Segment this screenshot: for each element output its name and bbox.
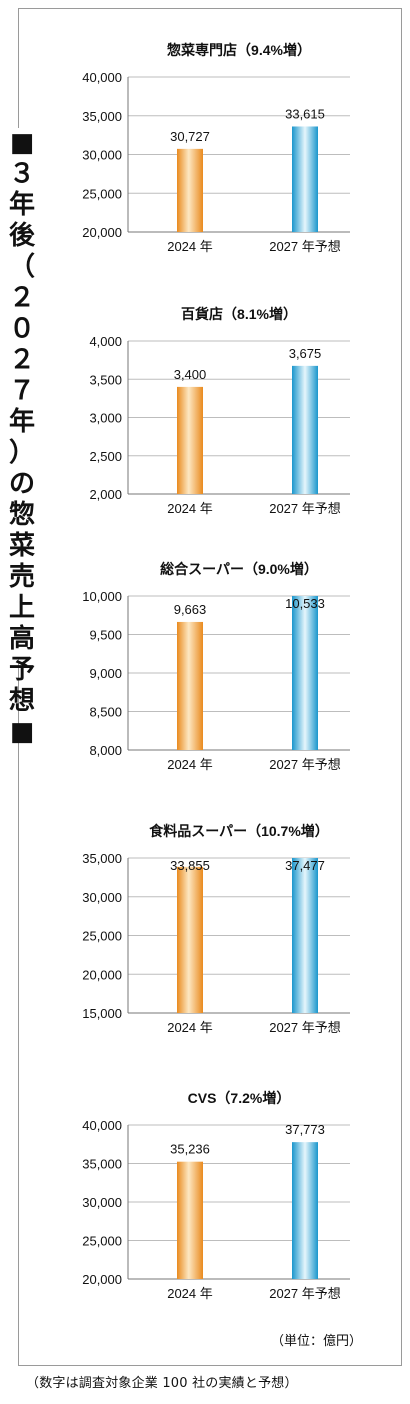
- side-title-char: （: [8, 252, 35, 282]
- bar-2027: [292, 365, 318, 494]
- side-title-char: ）: [8, 438, 35, 468]
- side-title-char: 想: [8, 686, 35, 716]
- bar-value-label: 30,727: [170, 129, 210, 144]
- y-tick-label: 9,500: [89, 628, 122, 643]
- bar-value-label: 37,773: [285, 1122, 325, 1137]
- chart-title: 総合スーパー（9.0%増）: [160, 561, 318, 577]
- bar-2027: [292, 858, 318, 1013]
- side-title-char: ２: [8, 283, 35, 313]
- y-tick-label: 30,000: [82, 890, 122, 905]
- x-category-label: 2024 年: [167, 757, 213, 772]
- bar-value-label: 9,663: [174, 602, 207, 617]
- x-category-label: 2027 年予想: [269, 1020, 341, 1035]
- bar-2027: [292, 126, 318, 232]
- x-category-label: 2024 年: [167, 1020, 213, 1035]
- bar-value-label: 37,477: [285, 858, 325, 873]
- y-tick-label: 20,000: [82, 967, 122, 982]
- bar-value-label: 33,615: [285, 106, 325, 121]
- y-tick-label: 20,000: [82, 225, 122, 240]
- y-tick-label: 25,000: [82, 1234, 122, 1249]
- side-title-char: 予: [8, 655, 35, 685]
- side-title-char: 上: [8, 593, 35, 623]
- bar-value-label: 10,533: [285, 596, 325, 611]
- chart-title: 百貨店（8.1%増）: [181, 306, 297, 322]
- y-tick-label: 40,000: [82, 1118, 122, 1133]
- y-tick-label: 35,000: [82, 851, 122, 866]
- side-title-char: 後: [8, 221, 35, 251]
- bar-2027: [292, 596, 318, 750]
- bar-2024: [177, 386, 203, 494]
- side-title-char: 高: [8, 624, 35, 654]
- bar-2024: [177, 621, 203, 750]
- bar-2024: [177, 1161, 203, 1279]
- bar-value-label: 3,400: [174, 367, 207, 382]
- y-tick-label: 35,000: [82, 109, 122, 124]
- y-tick-label: 30,000: [82, 148, 122, 163]
- x-category-label: 2027 年予想: [269, 1286, 341, 1301]
- side-title-char: ０: [8, 314, 35, 344]
- x-category-label: 2027 年予想: [269, 757, 341, 772]
- x-category-label: 2027 年予想: [269, 239, 341, 254]
- x-category-label: 2027 年予想: [269, 501, 341, 516]
- bar-value-label: 35,236: [170, 1142, 210, 1157]
- y-tick-label: 2,500: [89, 449, 122, 464]
- chart-panel-frame: [18, 8, 402, 1366]
- side-title-char: ７: [8, 376, 35, 406]
- x-category-label: 2024 年: [167, 501, 213, 516]
- y-tick-label: 15,000: [82, 1006, 122, 1021]
- bar-2024: [177, 148, 203, 232]
- side-title-char: ■: [9, 717, 35, 747]
- source-note: （数字は調査対象企業 100 社の実績と予想）: [26, 1376, 298, 1391]
- y-tick-label: 9,000: [89, 666, 122, 681]
- unit-note: （単位：億円）: [270, 1334, 362, 1349]
- y-tick-label: 20,000: [82, 1272, 122, 1287]
- y-tick-label: 8,000: [89, 743, 122, 758]
- side-title-char: の: [8, 469, 35, 499]
- bar-2027: [292, 1142, 318, 1279]
- y-tick-label: 8,500: [89, 705, 122, 720]
- y-tick-label: 25,000: [82, 186, 122, 201]
- y-tick-label: 3,000: [89, 411, 122, 426]
- side-title: ■ ３ 年後（２ ０ ２ ７ 年）の惣菜売上高予想 ■: [3, 128, 41, 747]
- y-tick-label: 3,500: [89, 372, 122, 387]
- y-tick-label: 25,000: [82, 929, 122, 944]
- y-tick-label: 10,000: [82, 589, 122, 604]
- y-tick-label: 2,000: [89, 487, 122, 502]
- y-tick-label: 4,000: [89, 334, 122, 349]
- side-title-char: 菜: [8, 531, 35, 561]
- x-category-label: 2024 年: [167, 239, 213, 254]
- y-tick-label: 40,000: [82, 70, 122, 85]
- chart-title: 惣菜専門店（9.4%増）: [167, 42, 311, 58]
- chart-title: CVS（7.2%増）: [188, 1090, 291, 1106]
- y-tick-label: 30,000: [82, 1195, 122, 1210]
- bar-value-label: 3,675: [289, 346, 322, 361]
- side-title-char: ■: [9, 128, 35, 158]
- bar-value-label: 33,855: [170, 858, 210, 873]
- side-title-char: ２: [8, 345, 35, 375]
- side-title-char: 惣: [8, 500, 35, 530]
- y-tick-label: 35,000: [82, 1157, 122, 1172]
- side-title-char: 年: [8, 190, 35, 220]
- chart-title: 食料品スーパー（10.7%増）: [149, 823, 329, 839]
- x-category-label: 2024 年: [167, 1286, 213, 1301]
- side-title-char: 年: [8, 407, 35, 437]
- side-title-char: ３: [8, 159, 35, 189]
- side-title-char: 売: [8, 562, 35, 592]
- bar-2024: [177, 866, 203, 1013]
